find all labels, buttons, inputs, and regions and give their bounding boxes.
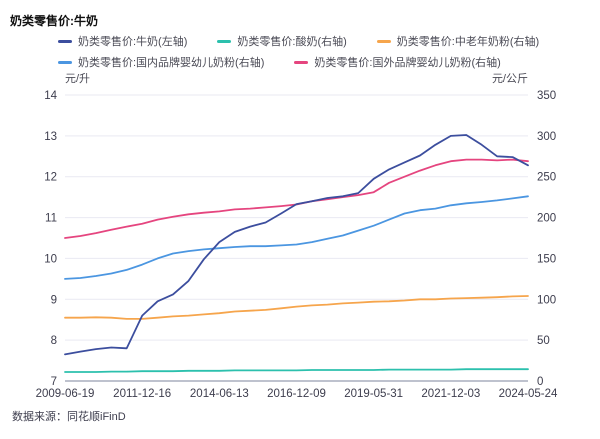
series-line-2 — [64, 295, 529, 320]
y-axis-tick-left: 7 — [51, 376, 57, 388]
y-axis-tick-right: 0 — [537, 376, 543, 388]
legend-line-marker — [294, 60, 309, 64]
y-axis-tick-left: 8 — [51, 335, 57, 347]
data-source-label: 数据来源：同花顺iFinD — [12, 411, 126, 423]
x-axis-tick: 2011-12-16 — [113, 388, 171, 400]
legend-line-marker — [376, 39, 391, 43]
series-line-3 — [64, 195, 529, 280]
right-axis-unit-label: 元/公斤 — [491, 73, 528, 85]
legend-line-marker — [58, 39, 72, 43]
series-line-0 — [64, 134, 529, 356]
y-axis-tick-right: 100 — [537, 294, 556, 306]
y-axis-tick-left: 10 — [44, 253, 57, 265]
y-axis-tick-right: 50 — [537, 335, 550, 347]
legend-row-1: 奶类零售价:牛奶(左轴) 奶类零售价:酸奶(右轴) 奶类零售价:中老年奶粉(右轴) — [58, 33, 578, 49]
y-axis-tick-right: 350 — [537, 90, 556, 102]
y-axis-tick-left: 14 — [44, 90, 57, 102]
legend-item-4[interactable]: 奶类零售价:国外品牌婴幼儿奶粉(右轴) — [294, 54, 501, 70]
y-axis-tick-left: 12 — [44, 172, 57, 184]
legend-item-1[interactable]: 奶类零售价:酸奶(右轴) — [217, 33, 347, 49]
series-line-1 — [64, 368, 529, 373]
x-axis-tick: 2019-05-31 — [344, 388, 403, 400]
x-axis-tick: 2014-06-13 — [190, 388, 249, 400]
legend-item-3[interactable]: 奶类零售价:国内品牌婴幼儿奶粉(右轴) — [58, 54, 264, 70]
page-title: 奶类零售价:牛奶 — [10, 14, 98, 28]
left-axis-unit-label: 元/升 — [65, 73, 91, 85]
legend-label: 奶类零售价:国内品牌婴幼儿奶粉(右轴) — [78, 57, 265, 69]
legend-label: 奶类零售价:国外品牌婴幼儿奶粉(右轴) — [314, 57, 501, 69]
legend-label: 奶类零售价:牛奶(左轴) — [78, 36, 188, 48]
legend-label: 奶类零售价:中老年奶粉(右轴) — [396, 36, 540, 48]
legend-line-marker — [217, 39, 232, 43]
series-line-4 — [64, 158, 529, 239]
y-axis-tick-right: 200 — [537, 213, 556, 225]
y-axis-tick-right: 300 — [537, 131, 556, 143]
x-axis-tick: 2009-06-19 — [36, 388, 95, 400]
legend-item-0[interactable]: 奶类零售价:牛奶(左轴) — [58, 33, 187, 49]
y-axis-tick-left: 9 — [51, 294, 57, 306]
x-axis-tick: 2021-12-03 — [421, 388, 480, 400]
y-axis-tick-left: 13 — [44, 131, 57, 143]
legend-item-2[interactable]: 奶类零售价:中老年奶粉(右轴) — [376, 33, 540, 49]
legend-row-2: 奶类零售价:国内品牌婴幼儿奶粉(右轴) 奶类零售价:国外品牌婴幼儿奶粉(右轴) — [58, 54, 578, 70]
y-axis-tick-right: 150 — [537, 253, 556, 265]
y-axis-tick-right: 250 — [537, 172, 556, 184]
legend: 奶类零售价:牛奶(左轴) 奶类零售价:酸奶(右轴) 奶类零售价:中老年奶粉(右轴) 奶… — [58, 33, 578, 70]
y-axis-tick-left: 11 — [45, 213, 57, 225]
x-axis-tick: 2016-12-09 — [267, 388, 326, 400]
legend-line-marker — [58, 60, 72, 64]
x-axis-tick: 2024-05-24 — [499, 388, 558, 400]
legend-label: 奶类零售价:酸奶(右轴) — [237, 36, 347, 48]
